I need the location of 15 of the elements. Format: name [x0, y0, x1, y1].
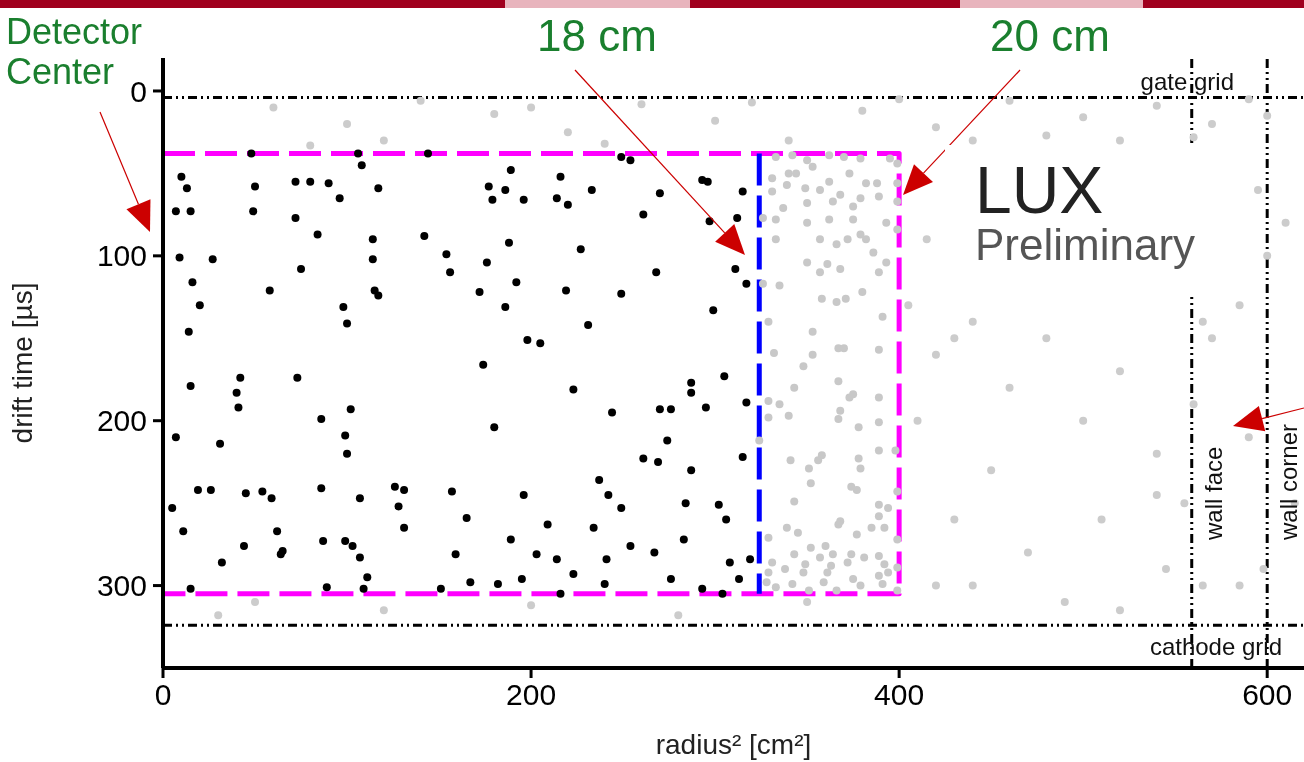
ref-line-label: wall face [1199, 446, 1227, 541]
y-axis-title: drift time [µs] [6, 282, 38, 444]
x-axis-title: radius² [cm²] [655, 729, 812, 760]
x-tick-label: 200 [506, 678, 557, 712]
annotation: 20 cm [989, 10, 1111, 62]
ref-line-label: cathode grid [1149, 633, 1282, 661]
ref-line-label: gate grid [1140, 67, 1234, 95]
x-tick-label: 400 [874, 678, 925, 712]
x-tick-label: 600 [1242, 678, 1293, 712]
annotation: 18 cm [536, 10, 658, 62]
x-tick-label: 0 [154, 678, 172, 712]
ref-line-label: wall corner [1275, 423, 1303, 541]
y-tick-label: 200 [96, 404, 147, 438]
y-tick-label: 100 [96, 239, 147, 273]
y-tick-label: 300 [96, 569, 147, 603]
